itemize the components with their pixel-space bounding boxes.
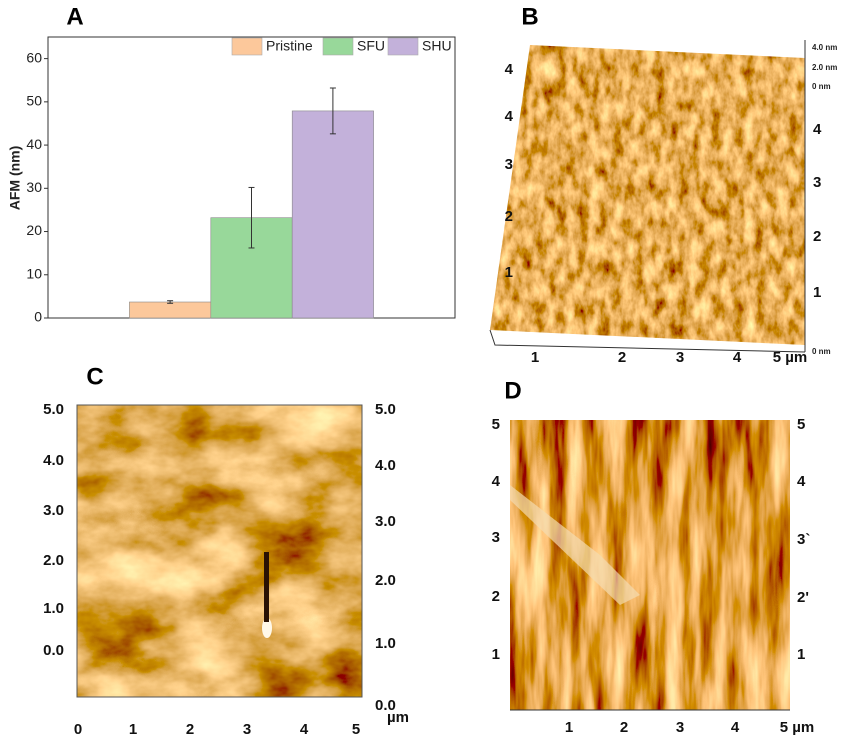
legend-swatch [387, 37, 419, 56]
afm-image-c [77, 405, 362, 697]
left-tick-label: 1 [505, 264, 513, 281]
scale-label: 2.0 nm [812, 63, 837, 72]
bottom-tick-label: 4 [733, 349, 742, 366]
right-tick-label: 3` [797, 531, 810, 548]
legend-label: SHU [422, 38, 452, 54]
right-tick-label: 2 [813, 228, 821, 245]
bottom-tick-label: 4 [300, 721, 309, 738]
axis-b [489, 329, 806, 353]
legend-label: SFU [357, 38, 385, 54]
y-axis-label: AFM (nm) [7, 146, 23, 211]
scale-label: 0 nm [812, 347, 831, 356]
right-tick-label: 2' [797, 589, 809, 606]
right-tick-label: 1 [797, 646, 805, 663]
legend-label: Pristine [266, 38, 313, 54]
left-tick-label: 0.0 [43, 642, 64, 659]
left-tick-label: 4 [505, 61, 514, 78]
right-tick-label: 4 [813, 121, 822, 138]
y-tick-label: 40 [26, 136, 42, 152]
bottom-tick-label: 2 [620, 719, 628, 736]
bottom-tick-label: 4 [731, 719, 740, 736]
legend-swatch [231, 37, 263, 56]
left-tick-label: 3 [492, 529, 500, 546]
bottom-tick-label: 5 µm [780, 719, 815, 736]
scale-label: 0 nm [812, 82, 831, 91]
left-tick-label: 4 [505, 108, 514, 125]
y-tick-label: 60 [26, 49, 42, 65]
right-tick-label: 1 [813, 284, 821, 301]
bottom-tick-label: 0 [74, 721, 82, 738]
bottom-tick-label: 3 [243, 721, 251, 738]
y-tick-label: 0 [34, 309, 42, 325]
right-tick-label: 4 [797, 473, 806, 490]
left-tick-label: 1 [492, 646, 500, 663]
bottom-tick-label: 3 [676, 349, 684, 366]
bottom-tick-label: 5 [352, 721, 360, 738]
left-tick-label: 2 [505, 208, 513, 225]
bottom-tick-label: 5 µm [773, 349, 808, 366]
left-tick-label: 3.0 [43, 502, 64, 519]
y-tick-label: 50 [26, 93, 42, 109]
panel-label: C [86, 363, 103, 390]
afm-image-b [490, 45, 805, 345]
bottom-tick-label: 1 [565, 719, 573, 736]
left-tick-label: 3 [505, 156, 513, 173]
left-tick-label: 4 [492, 473, 501, 490]
y-tick-label: 10 [26, 265, 42, 281]
left-tick-label: 5.0 [43, 401, 64, 418]
bright-spot [262, 618, 272, 638]
crack [264, 552, 269, 622]
bottom-tick-label: 3 [676, 719, 684, 736]
scale-label: 4.0 nm [812, 43, 837, 52]
right-tick-label: 3 [813, 174, 821, 191]
bottom-tick-label: 2 [186, 721, 194, 738]
bottom-tick-label: 2 [618, 349, 626, 366]
right-tick-label: 2.0 [375, 572, 396, 589]
panel-label: B [521, 3, 538, 30]
right-tick-label: 4.0 [375, 457, 396, 474]
right-tick-label: 3.0 [375, 513, 396, 530]
legend-swatch [322, 37, 354, 56]
bar [291, 110, 374, 319]
y-tick-label: 20 [26, 222, 42, 238]
panel-label: A [66, 3, 83, 30]
left-tick-label: 5 [492, 416, 500, 433]
left-tick-label: 4.0 [43, 452, 64, 469]
y-tick-label: 30 [26, 179, 42, 195]
bottom-tick-label: 1 [531, 349, 539, 366]
right-tick-label: 0.0 [375, 697, 396, 714]
frame-c [76, 404, 363, 698]
bar [129, 301, 212, 319]
left-tick-label: 1.0 [43, 600, 64, 617]
panel-label: D [504, 377, 521, 404]
left-tick-label: 2.0 [43, 552, 64, 569]
right-tick-label: 5.0 [375, 401, 396, 418]
bottom-tick-label: 1 [129, 721, 137, 738]
right-tick-label: 1.0 [375, 635, 396, 652]
afm-image-d [510, 420, 790, 710]
bottom-tick-label: µm [387, 709, 409, 726]
left-tick-label: 2 [492, 588, 500, 605]
right-tick-label: 5 [797, 416, 805, 433]
